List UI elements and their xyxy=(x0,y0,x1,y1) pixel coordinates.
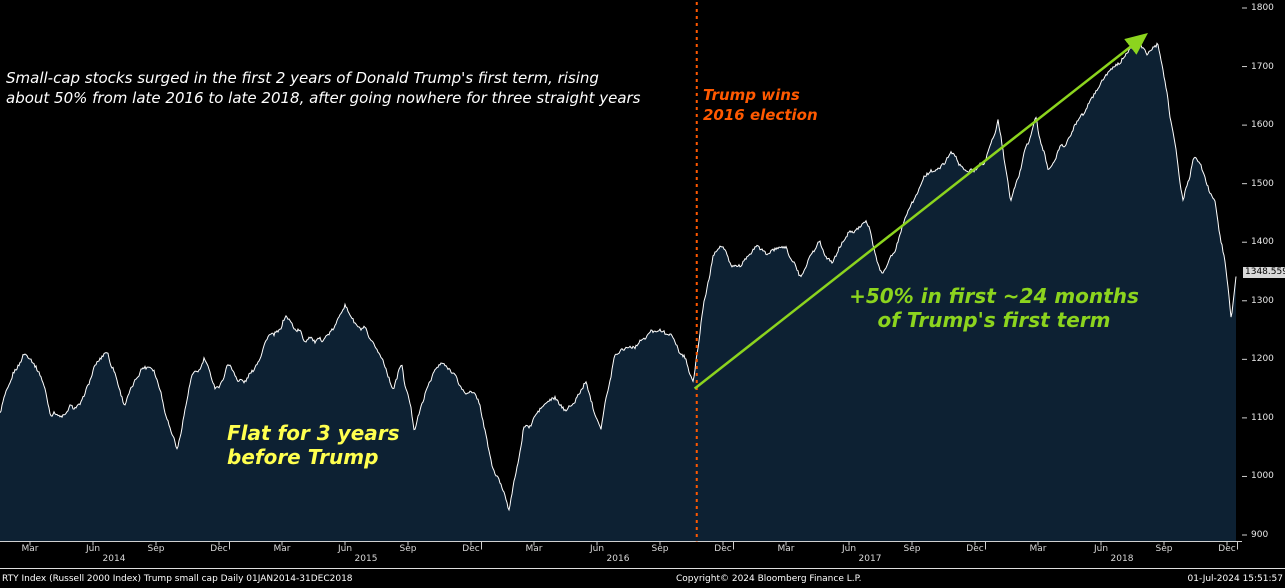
x-axis-month-label: Sep xyxy=(651,544,669,554)
flat-annotation: Flat for 3 years before Trump xyxy=(227,421,400,470)
x-axis-month-label: Mar xyxy=(273,544,291,554)
x-axis-month-label: Jun xyxy=(1093,544,1109,554)
y-axis-label: 1500 xyxy=(1251,178,1274,189)
y-axis-label: 1300 xyxy=(1251,295,1274,306)
y-axis-label: 1100 xyxy=(1251,412,1274,423)
x-axis-month-label: Dec xyxy=(462,544,480,554)
surge-annotation: +50% in first ~24 months of Trump's firs… xyxy=(849,284,1139,333)
x-axis-month-label: Mar xyxy=(777,544,795,554)
x-axis-month-label: Jun xyxy=(589,544,605,554)
x-axis-month-label: Mar xyxy=(525,544,543,554)
y-axis-label: 900 xyxy=(1251,530,1269,540)
timestamp: 01-Jul-2024 15:51:57 xyxy=(1187,574,1284,584)
election-annotation: Trump wins 2016 election xyxy=(703,86,818,124)
status-bar: RTY Index (Russell 2000 Index) Trump sma… xyxy=(0,568,1285,588)
chart-description: RTY Index (Russell 2000 Index) Trump sma… xyxy=(2,574,353,584)
commentary-note: Small-cap stocks surged in the first 2 y… xyxy=(6,69,641,108)
y-axis-label: 1200 xyxy=(1251,354,1274,365)
x-axis-month-label: Sep xyxy=(1155,544,1173,554)
x-axis-year-label: 2016 xyxy=(606,554,630,564)
x-axis-year-label: 2014 xyxy=(102,554,126,564)
x-axis-year-label: 2017 xyxy=(858,554,882,564)
copyright-text: Copyright© 2024 Bloomberg Finance L.P. xyxy=(676,574,862,584)
x-axis-month-label: Dec xyxy=(210,544,228,554)
price-line xyxy=(0,40,1237,512)
x-axis-month-label: Sep xyxy=(903,544,921,554)
x-axis-month-label: Sep xyxy=(399,544,417,554)
x-axis-month-label: Dec xyxy=(1218,544,1236,554)
x-axis-month-label: Mar xyxy=(1029,544,1047,554)
x-axis-month-label: Sep xyxy=(147,544,165,554)
x-axis-month-label: Dec xyxy=(714,544,732,554)
y-axis-label: 1700 xyxy=(1251,61,1274,72)
y-axis-label: 1400 xyxy=(1251,237,1274,248)
price-area xyxy=(0,41,1236,542)
x-axis-month-label: Dec xyxy=(966,544,984,554)
x-axis-month-label: Jun xyxy=(841,544,857,554)
trend-arrow xyxy=(693,33,1148,390)
x-axis-month-label: Jun xyxy=(85,544,101,554)
y-axis-label: 1800 xyxy=(1251,3,1274,13)
y-axis-label: 1000 xyxy=(1251,471,1274,482)
x-axis-month-label: Mar xyxy=(21,544,39,554)
x-axis-month-label: Jun xyxy=(337,544,353,554)
x-axis-year-label: 2018 xyxy=(1110,554,1134,564)
x-axis-year-label: 2015 xyxy=(354,554,378,564)
y-axis-label: 1600 xyxy=(1251,120,1274,131)
last-price-tag: 1348.559 xyxy=(1243,267,1285,278)
